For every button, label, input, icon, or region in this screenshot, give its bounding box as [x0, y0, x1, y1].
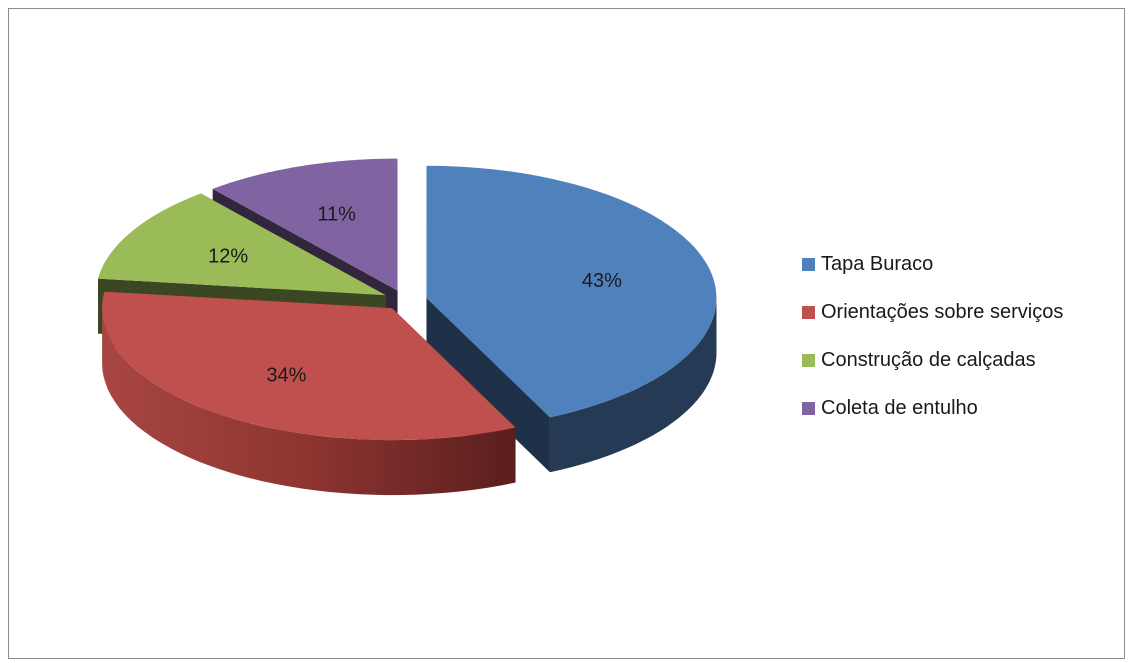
- legend-swatch-icon: [802, 353, 815, 367]
- legend-swatch-icon: [802, 257, 815, 271]
- legend-item-tapa-buraco: Tapa Buraco: [802, 252, 1063, 276]
- data-label-3: 12%: [208, 246, 248, 268]
- legend-item-construcao: Construção de calçadas: [802, 348, 1063, 372]
- legend-item-orientacoes: Orientações sobre serviços: [802, 300, 1063, 324]
- pie-slice-1: [426, 165, 717, 473]
- pie-slice-2: [102, 291, 516, 496]
- legend-item-coleta: Coleta de entulho: [802, 396, 1063, 420]
- data-label-1: 43%: [582, 270, 622, 292]
- legend-label: Coleta de entulho: [821, 396, 978, 419]
- legend-label: Tapa Buraco: [821, 252, 934, 275]
- legend-swatch-icon: [802, 401, 815, 415]
- legend-label: Orientações sobre serviços: [821, 300, 1064, 323]
- legend-label: Construção de calçadas: [821, 348, 1036, 371]
- data-label-4: 11%: [317, 204, 356, 226]
- legend-swatch-icon: [802, 305, 815, 319]
- data-label-2: 34%: [266, 364, 306, 386]
- legend: Tapa Buraco Orientações sobre serviços C…: [802, 252, 1063, 444]
